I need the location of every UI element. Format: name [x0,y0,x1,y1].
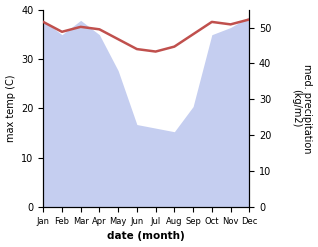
X-axis label: date (month): date (month) [107,231,185,242]
Y-axis label: med. precipitation
(kg/m2): med. precipitation (kg/m2) [291,64,313,153]
Y-axis label: max temp (C): max temp (C) [5,75,16,142]
